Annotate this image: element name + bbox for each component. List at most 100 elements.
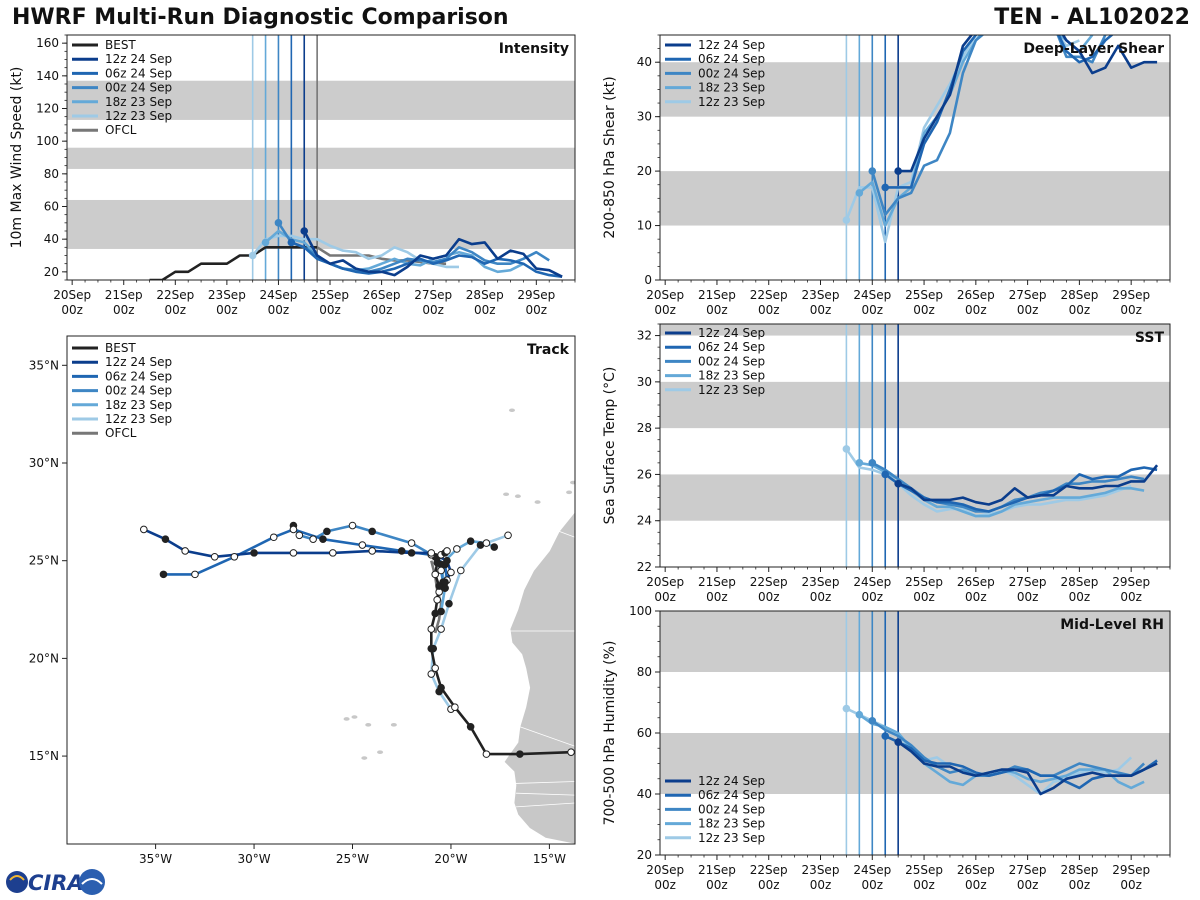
intensity-xtick-label-day: 22Sep	[156, 288, 194, 302]
rh-xtick-label-day: 21Sep	[698, 863, 736, 877]
shear-xtick-label-hour: 00z	[913, 303, 935, 317]
sst-legend-label-00z-24-sep: 00z 24 Sep	[698, 354, 765, 368]
island-9	[390, 723, 397, 727]
intensity-ytick-label: 140	[36, 69, 59, 83]
intensity-ytick-label: 100	[36, 134, 59, 148]
rh-series-12z-24-sep	[897, 741, 1158, 796]
shear-xtick-label-hour: 00z	[1017, 303, 1039, 317]
intensity-plot-area	[67, 35, 575, 280]
shear-xtick-label-day: 23Sep	[802, 288, 840, 302]
rh-ytick-label: 80	[637, 665, 652, 679]
track-xtick-label: 25°W	[336, 852, 369, 866]
rh-legend-label-18z-23-sep: 18z 23 Sep	[698, 817, 765, 831]
intensity-xtick-label-hour: 00z	[422, 303, 444, 317]
track-point-06z-24-sep	[191, 570, 199, 579]
rh-panel-title: Mid-Level RH	[1060, 617, 1164, 633]
intensity-xtick-label-hour: 00z	[526, 303, 548, 317]
rh-init-marker-06z-24-sep	[881, 732, 890, 740]
track-panel-title: Track	[527, 342, 570, 358]
track-ytick-label: 30°N	[29, 456, 59, 470]
track-point-12z-24-sep	[250, 549, 258, 557]
track-point-00z-24-sep	[309, 535, 317, 544]
intensity-xtick-label-hour: 00z	[61, 303, 83, 317]
shear-ylabel: 200-850 hPa Shear (kt)	[602, 76, 618, 238]
track-point-06z-24-sep	[230, 552, 239, 561]
sst-xtick-label-day: 26Sep	[957, 575, 995, 589]
track-legend-label-06z-24-sep: 06z 24 Sep	[105, 369, 172, 383]
shear-xtick-label-day: 29Sep	[1112, 288, 1150, 302]
intensity-xtick-label-hour: 00z	[216, 303, 238, 317]
shear-xtick-label-day: 24Sep	[853, 288, 891, 302]
shear-panel: 01020304020Sep00z21Sep00z22Sep00z23Sep00…	[602, 34, 1171, 317]
sst-xtick-label-hour: 00z	[810, 590, 832, 604]
track-point-06z-24-sep	[269, 533, 278, 542]
intensity-xtick-label-day: 24Sep	[260, 288, 298, 302]
sst-xtick-label-hour: 00z	[758, 590, 780, 604]
intensity-ytick-label: 60	[44, 200, 59, 214]
shear-series-12z-23-sep	[845, 35, 1080, 244]
rh-init-marker-12z-24-sep	[894, 738, 902, 746]
intensity-xtick-label-hour: 00z	[268, 303, 290, 317]
track-point-best	[482, 750, 491, 758]
intensity-series-18z-23-sep	[264, 229, 524, 274]
track-point-12z-24-sep	[427, 549, 436, 557]
track-point-12z-23-sep	[456, 566, 465, 575]
rh-ytick-label: 20	[637, 848, 652, 862]
shear-xtick-label-day: 20Sep	[646, 288, 684, 302]
rh-ytick-label: 100	[629, 604, 652, 618]
track-map-area	[139, 408, 575, 844]
intensity-series-06z-24-sep	[290, 241, 563, 278]
track-point-12z-23-sep	[445, 599, 453, 608]
track-point-12z-24-sep	[329, 549, 337, 557]
track-point-12z-24-sep	[210, 552, 219, 561]
rh-xtick-label-day: 24Sep	[853, 863, 891, 877]
island-6	[351, 715, 358, 719]
rh-init-marker-00z-24-sep	[868, 717, 877, 725]
shear-xtick-label-hour: 00z	[861, 303, 883, 317]
sst-legend-label-12z-23-sep: 12z 23 Sep	[698, 383, 765, 397]
intensity-series-12z-24-sep	[303, 230, 563, 278]
rh-init-marker-18z-23-sep	[855, 710, 864, 719]
sst-legend-label-12z-24-sep: 12z 24 Sep	[698, 326, 765, 340]
intensity-ytick-label: 20	[44, 265, 59, 279]
track-legend-label-12z-23-sep: 12z 23 Sep	[105, 412, 172, 426]
logo-seal-icon	[79, 869, 105, 895]
track-panel: 35°W 30°W 25°W 20°W 15°W 15°N 20°N 25°N 30°N 35°N…	[29, 335, 576, 866]
intensity-xtick-label-day: 26Sep	[363, 288, 401, 302]
sst-panel-title: SST	[1135, 330, 1165, 346]
sst-xtick-label-day: 27Sep	[1009, 575, 1047, 589]
intensity-xtick-label-hour: 00z	[165, 303, 187, 317]
track-point-12z-23-sep	[427, 670, 436, 678]
intensity-legend-label-ofcl: OFCL	[105, 123, 137, 137]
sst-xtick-label-day: 22Sep	[750, 575, 788, 589]
intensity-xtick-label-day: 28Sep	[466, 288, 504, 302]
track-point-12z-24-sep	[139, 525, 148, 534]
rh-xtick-label-hour: 00z	[810, 878, 832, 892]
track-point-best	[443, 547, 451, 555]
intensity-ytick-label: 40	[44, 232, 59, 246]
track-point-best	[427, 644, 436, 653]
shear-series-06z-24-sep	[885, 35, 1114, 189]
rh-xtick-label-day: 26Sep	[957, 863, 995, 877]
rh-xtick-label-hour: 00z	[654, 878, 676, 892]
intensity-init-marker-12z-24-sep	[300, 227, 309, 235]
track-point-best	[567, 748, 575, 756]
rh-xtick-label-hour: 00z	[1120, 878, 1142, 892]
track-point-best	[466, 722, 475, 731]
intensity-xtick-label-hour: 00z	[371, 303, 393, 317]
sst-band-1	[660, 381, 1170, 429]
shear-init-marker-18z-23-sep	[855, 189, 864, 197]
country-border-3	[515, 792, 575, 796]
intensity-init-marker-06z-24-sep	[287, 238, 296, 247]
shear-ytick-label: 40	[637, 55, 652, 69]
island-11	[365, 723, 372, 727]
sst-xtick-label-hour: 00z	[1120, 590, 1142, 604]
intensity-legend-label-12z-24-sep: 12z 24 Sep	[105, 52, 172, 66]
track-point-best	[435, 582, 443, 590]
track-frame	[66, 335, 576, 845]
shear-init-marker-12z-24-sep	[894, 167, 902, 175]
sst-xtick-label-hour: 00z	[1017, 590, 1039, 604]
track-point-12z-23-sep	[437, 625, 445, 633]
rh-ytick-label: 40	[637, 787, 652, 801]
island-3	[566, 490, 573, 495]
